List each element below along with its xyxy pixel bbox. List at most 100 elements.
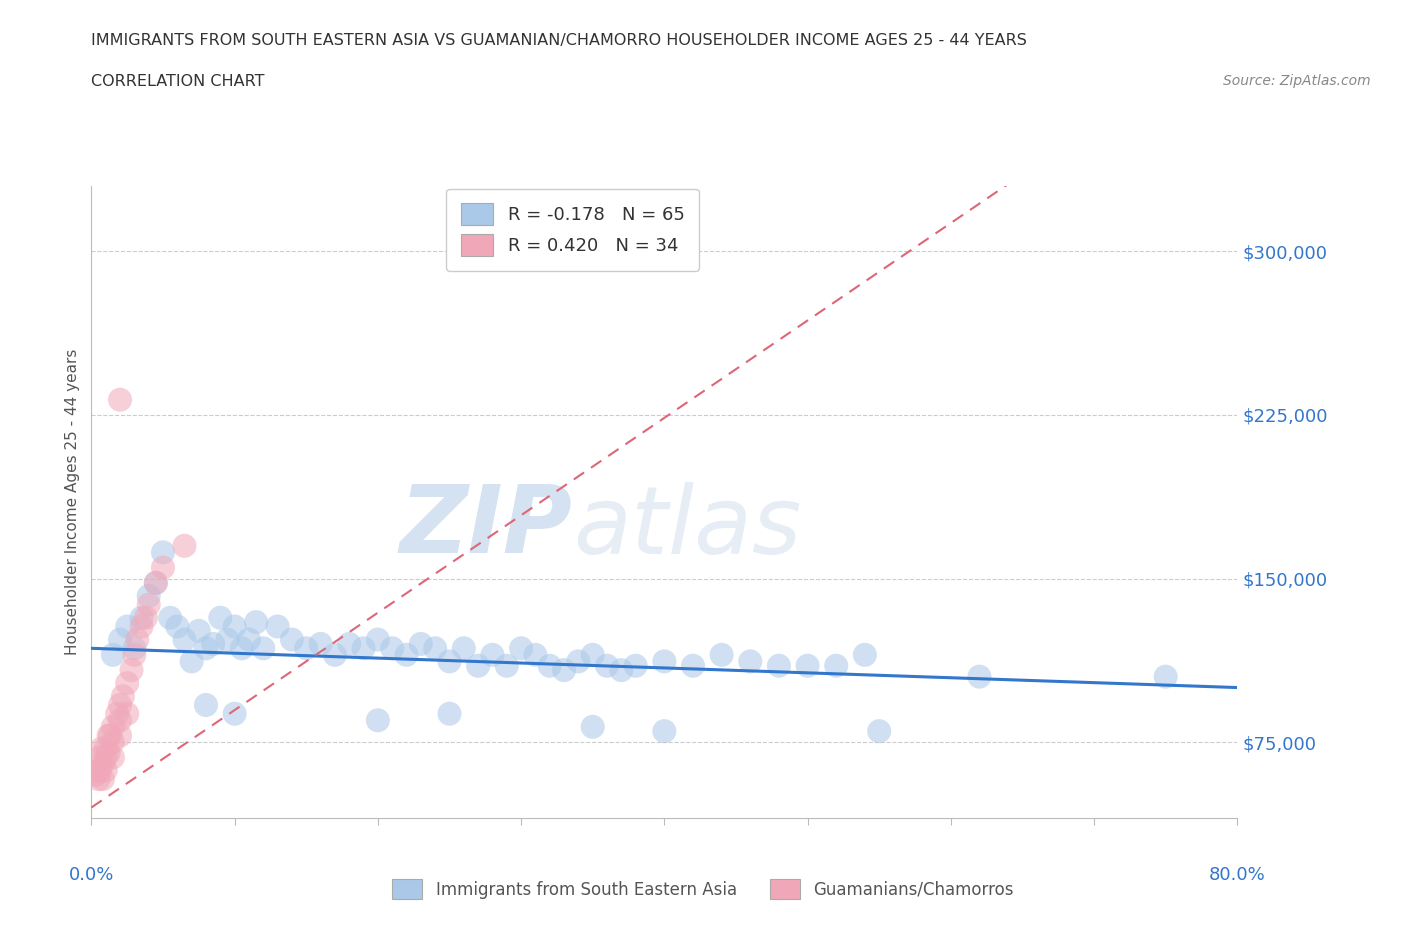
Point bbox=[145, 576, 167, 591]
Point bbox=[337, 636, 360, 651]
Point bbox=[582, 647, 605, 662]
Point bbox=[108, 728, 131, 743]
Point bbox=[395, 647, 418, 662]
Point bbox=[252, 641, 274, 656]
Point bbox=[367, 712, 389, 727]
Point bbox=[97, 746, 120, 761]
Point bbox=[138, 597, 160, 612]
Point bbox=[84, 767, 107, 782]
Point bbox=[180, 654, 202, 669]
Point bbox=[194, 641, 217, 656]
Point bbox=[582, 720, 605, 735]
Point bbox=[245, 615, 267, 630]
Point bbox=[481, 647, 503, 662]
Point bbox=[1154, 670, 1177, 684]
Point bbox=[101, 647, 124, 662]
Point bbox=[453, 641, 475, 656]
Point bbox=[567, 654, 589, 669]
Legend: Immigrants from South Eastern Asia, Guamanians/Chamorros: Immigrants from South Eastern Asia, Guam… bbox=[384, 870, 1022, 908]
Point bbox=[825, 658, 848, 673]
Text: 80.0%: 80.0% bbox=[1209, 866, 1265, 884]
Point bbox=[194, 698, 217, 712]
Y-axis label: Householder Income Ages 25 - 44 years: Householder Income Ages 25 - 44 years bbox=[65, 349, 80, 656]
Point bbox=[131, 619, 153, 634]
Point bbox=[124, 641, 146, 656]
Point bbox=[624, 658, 647, 673]
Point bbox=[173, 538, 195, 553]
Point bbox=[115, 619, 138, 634]
Text: 0.0%: 0.0% bbox=[69, 866, 114, 884]
Legend: R = -0.178   N = 65, R = 0.420   N = 34: R = -0.178 N = 65, R = 0.420 N = 34 bbox=[446, 189, 699, 271]
Point bbox=[90, 741, 112, 756]
Point bbox=[610, 663, 633, 678]
Point bbox=[91, 772, 114, 787]
Point bbox=[108, 712, 131, 727]
Point bbox=[97, 728, 120, 743]
Point bbox=[98, 728, 121, 743]
Point bbox=[224, 619, 246, 634]
Point bbox=[115, 676, 138, 691]
Point bbox=[135, 610, 157, 625]
Point bbox=[108, 632, 131, 647]
Point bbox=[969, 670, 991, 684]
Point bbox=[409, 636, 432, 651]
Point bbox=[740, 654, 762, 669]
Point bbox=[353, 641, 375, 656]
Point bbox=[281, 632, 304, 647]
Point bbox=[682, 658, 704, 673]
Text: ZIP: ZIP bbox=[399, 482, 572, 574]
Point bbox=[217, 632, 239, 647]
Point bbox=[91, 756, 114, 771]
Point bbox=[86, 763, 108, 777]
Point bbox=[187, 623, 209, 638]
Point bbox=[224, 706, 246, 721]
Point bbox=[381, 641, 404, 656]
Point bbox=[652, 654, 675, 669]
Point bbox=[309, 636, 332, 651]
Point bbox=[127, 632, 149, 647]
Point bbox=[124, 647, 146, 662]
Point bbox=[710, 647, 733, 662]
Point bbox=[495, 658, 517, 673]
Point bbox=[553, 663, 575, 678]
Point bbox=[538, 658, 561, 673]
Point bbox=[94, 750, 117, 764]
Point bbox=[423, 641, 446, 656]
Point bbox=[115, 706, 138, 721]
Point bbox=[202, 636, 225, 651]
Point bbox=[467, 658, 489, 673]
Text: Source: ZipAtlas.com: Source: ZipAtlas.com bbox=[1223, 74, 1371, 88]
Point bbox=[108, 698, 131, 712]
Text: CORRELATION CHART: CORRELATION CHART bbox=[91, 74, 264, 89]
Point bbox=[524, 647, 547, 662]
Point bbox=[138, 589, 160, 604]
Point bbox=[209, 610, 232, 625]
Text: IMMIGRANTS FROM SOUTH EASTERN ASIA VS GUAMANIAN/CHAMORRO HOUSEHOLDER INCOME AGES: IMMIGRANTS FROM SOUTH EASTERN ASIA VS GU… bbox=[91, 33, 1028, 47]
Point bbox=[108, 392, 131, 407]
Point bbox=[173, 632, 195, 647]
Text: atlas: atlas bbox=[572, 482, 801, 573]
Point bbox=[596, 658, 619, 673]
Point bbox=[853, 647, 876, 662]
Point bbox=[89, 763, 111, 777]
Point bbox=[367, 632, 389, 647]
Point bbox=[152, 560, 174, 575]
Point bbox=[101, 750, 124, 764]
Point bbox=[94, 763, 117, 777]
Point bbox=[231, 641, 253, 656]
Point bbox=[323, 647, 346, 662]
Point bbox=[796, 658, 818, 673]
Point bbox=[145, 576, 167, 591]
Point bbox=[105, 706, 128, 721]
Point bbox=[121, 663, 143, 678]
Point bbox=[166, 619, 188, 634]
Point bbox=[439, 654, 461, 669]
Point bbox=[238, 632, 260, 647]
Point bbox=[89, 750, 111, 764]
Point bbox=[266, 619, 288, 634]
Point bbox=[94, 741, 117, 756]
Point bbox=[152, 545, 174, 560]
Point bbox=[101, 720, 124, 735]
Point bbox=[111, 689, 134, 704]
Point bbox=[101, 735, 124, 750]
